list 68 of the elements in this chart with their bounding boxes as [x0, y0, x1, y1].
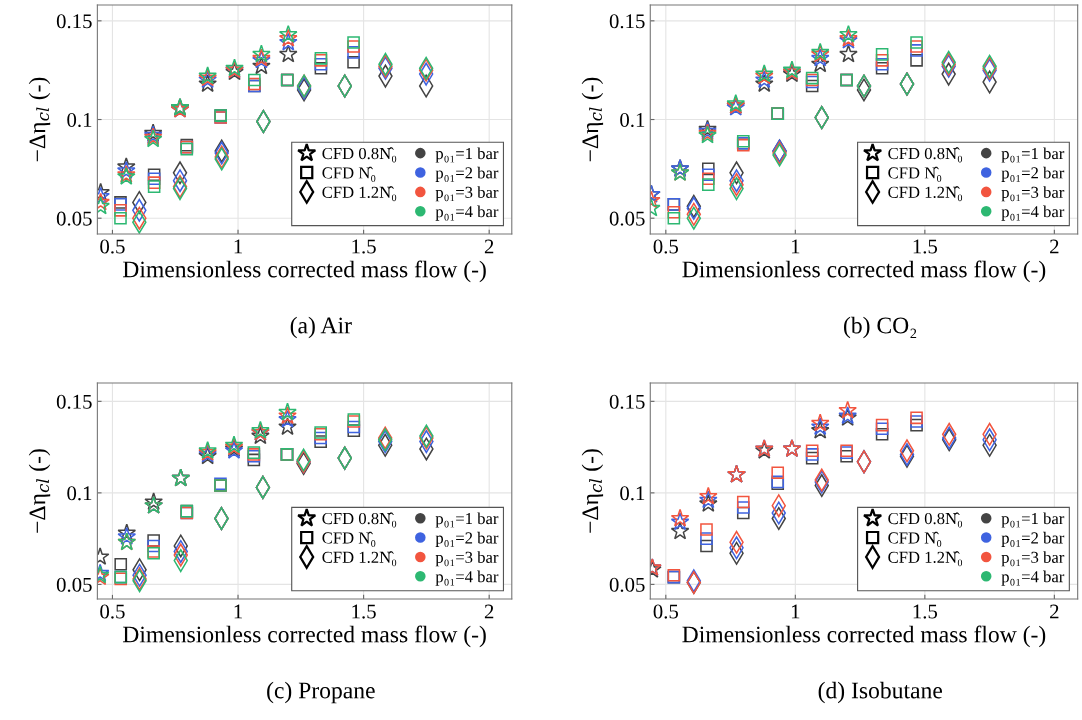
legend-label: p₀₁=4 bar [1001, 570, 1065, 586]
legend-label: CFD N̂₀ [322, 166, 376, 182]
text: (b) CO₂ [844, 316, 917, 339]
y-tick-label: 0.1 [620, 112, 645, 128]
x-tick-label: 2 [484, 239, 494, 254]
legend-label: p₀₁=4 bar [435, 570, 499, 586]
y-axis-title: −Δη$_{cl}$ (-) [581, 449, 604, 533]
x-tick-label: 1 [791, 239, 800, 254]
y-axis-title: −Δη$_{cl}$ (-) [28, 449, 51, 533]
x-tick-label: 0.5 [100, 604, 125, 619]
x-axis-title: Dimensionless corrected mass flow (-) [122, 625, 486, 648]
legend-label: CFD 0.8N̂₀ [888, 512, 963, 528]
legend-label: p₀₁=1 bar [1001, 512, 1065, 528]
legend-label: CFD 0.8N̂₀ [322, 147, 397, 163]
x-axis-title: Dimensionless corrected mass flow (-) [682, 260, 1046, 283]
x-tick-label: 0.5 [653, 604, 679, 619]
legend-label: p₀₁=2 bar [1001, 531, 1065, 547]
legend-label: p₀₁=1 bar [1001, 147, 1065, 163]
legend-label: CFD 1.2N̂₀ [322, 551, 397, 567]
x-tick-label: 1 [234, 604, 242, 619]
legend-label: p₀₁=4 bar [435, 205, 499, 221]
legend-label: p₀₁=3 bar [435, 186, 499, 202]
x-axis-title: Dimensionless corrected mass flow (-) [122, 260, 486, 283]
x-tick-label: 2 [484, 604, 494, 619]
legend-label: p₀₁=2 bar [435, 166, 499, 182]
y-axis-title: −Δη$_{cl}$ (-) [28, 77, 51, 162]
x-tick-label: 1.5 [913, 239, 938, 254]
legend-label: p₀₁=3 bar [1001, 186, 1065, 202]
text: (d) Isobutane [818, 681, 942, 704]
legend-label: CFD N̂₀ [322, 531, 376, 547]
legend-label: p₀₁=2 bar [1001, 166, 1065, 182]
x-tick-label: 2 [1050, 604, 1059, 619]
legend-label: p₀₁=4 bar [1001, 205, 1065, 221]
y-tick-label: 0.05 [609, 577, 645, 592]
y-tick-label: 0.05 [56, 211, 92, 226]
legend-label: CFD N̂₀ [888, 531, 942, 547]
y-tick-label: 0.15 [56, 394, 92, 409]
legend-label: CFD 0.8N̂₀ [322, 512, 397, 528]
legend-label: CFD N̂₀ [888, 166, 942, 182]
x-tick-label: 1.5 [352, 604, 376, 619]
x-axis-title: Dimensionless corrected mass flow (-) [682, 625, 1046, 648]
x-tick-label: 0.5 [653, 239, 679, 254]
legend-label: CFD 1.2N̂₀ [888, 551, 963, 567]
y-tick-label: 0.1 [67, 112, 92, 128]
y-tick-label: 0.15 [609, 394, 645, 409]
y-tick-label: 0.15 [56, 14, 92, 29]
x-tick-label: 2 [1050, 239, 1059, 254]
text: (a) Air [290, 316, 352, 339]
legend-label: CFD 0.8N̂₀ [888, 147, 963, 163]
legend-label: p₀₁=1 bar [435, 512, 499, 528]
x-tick-label: 0.5 [100, 239, 125, 254]
y-tick-label: 0.15 [609, 14, 645, 29]
y-tick-label: 0.05 [56, 577, 92, 592]
legend-label: p₀₁=3 bar [435, 551, 499, 567]
y-tick-label: 0.1 [620, 486, 645, 501]
x-tick-label: 1 [791, 604, 800, 619]
x-tick-label: 1.5 [352, 239, 376, 254]
legend-label: p₀₁=1 bar [435, 147, 499, 163]
y-tick-label: 0.1 [67, 486, 92, 501]
legend-label: CFD 1.2N̂₀ [888, 186, 963, 202]
legend-label: p₀₁=2 bar [435, 531, 499, 547]
y-tick-label: 0.05 [609, 211, 645, 226]
legend-label: p₀₁=3 bar [1001, 551, 1065, 567]
x-tick-label: 1 [234, 239, 242, 254]
y-axis-title: −Δη$_{cl}$ (-) [581, 77, 604, 162]
legend-label: CFD 1.2N̂₀ [322, 186, 397, 202]
text: (c) Propane [267, 681, 375, 704]
x-tick-label: 1.5 [913, 604, 938, 619]
